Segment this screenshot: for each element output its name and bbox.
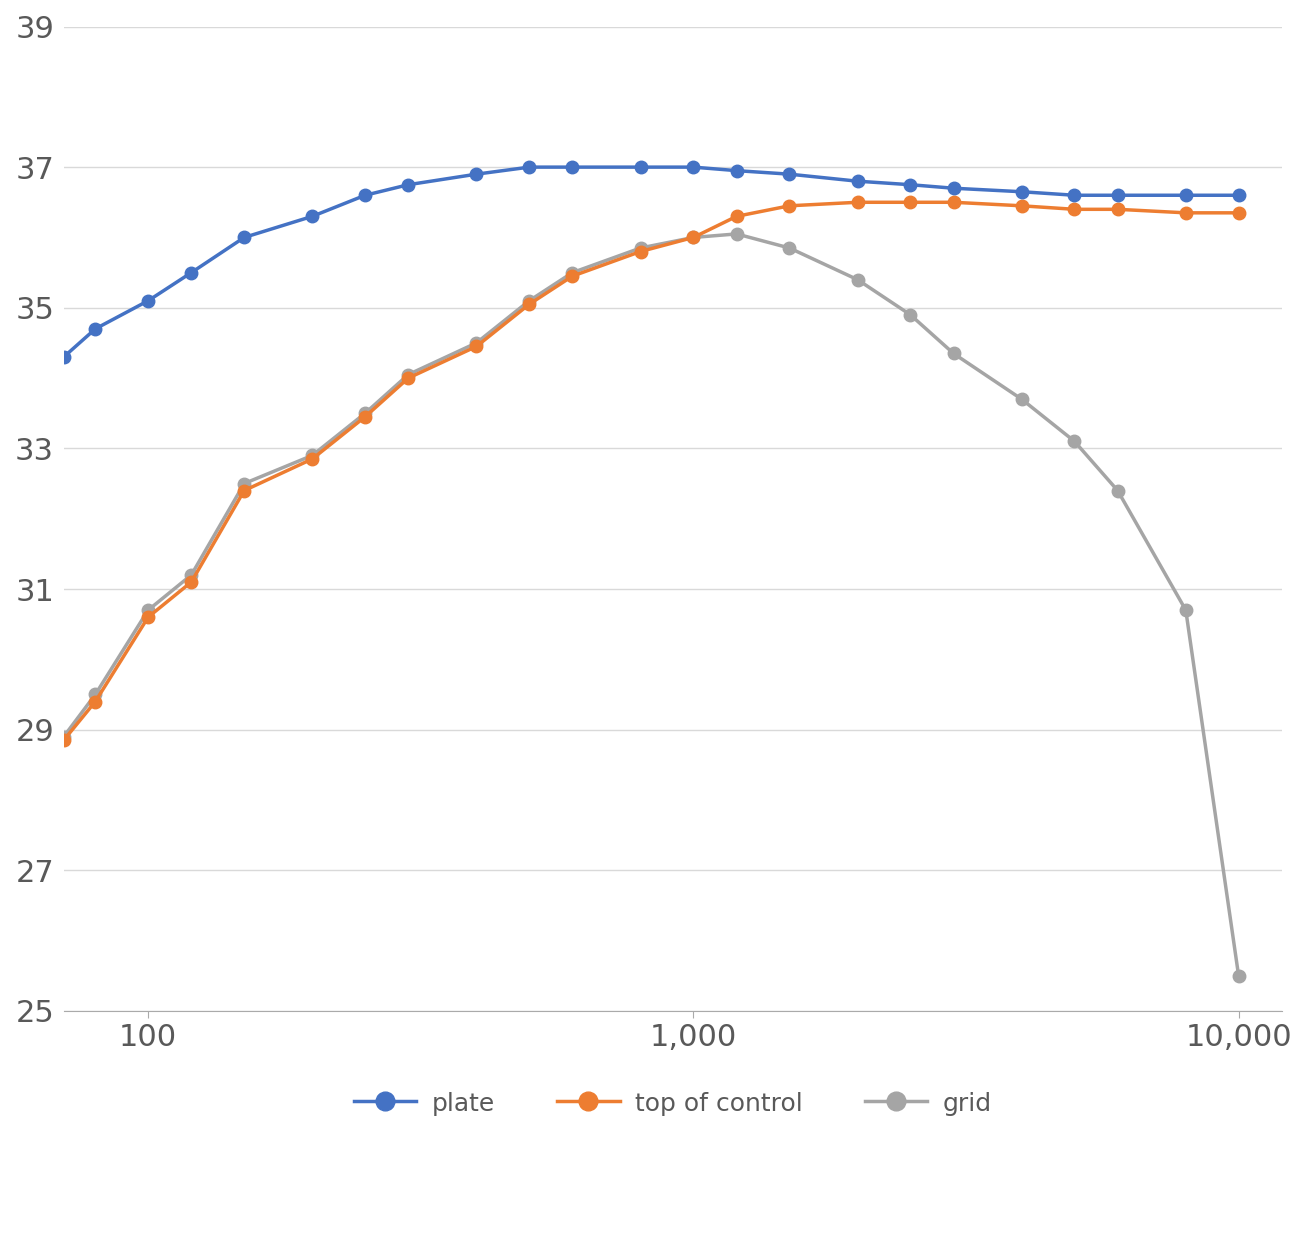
plate	[565, 159, 581, 174]
top of control	[1177, 205, 1193, 220]
grid	[522, 293, 537, 308]
plate	[55, 350, 71, 365]
Line: top of control: top of control	[58, 197, 1244, 747]
plate	[401, 177, 417, 192]
plate	[782, 167, 798, 182]
plate	[1177, 188, 1193, 203]
top of control	[88, 695, 104, 709]
plate	[469, 167, 485, 182]
Line: grid: grid	[58, 227, 1244, 981]
grid	[1231, 968, 1247, 983]
grid	[1110, 483, 1126, 498]
plate	[88, 321, 104, 336]
Line: plate: plate	[58, 161, 1244, 363]
grid	[903, 308, 918, 323]
grid	[469, 335, 485, 350]
grid	[237, 476, 252, 491]
top of control	[141, 609, 156, 624]
grid	[782, 241, 798, 256]
top of control	[632, 243, 648, 258]
plate	[1014, 184, 1030, 199]
plate	[237, 230, 252, 245]
grid	[1067, 434, 1083, 449]
grid	[357, 405, 373, 420]
grid	[850, 272, 866, 287]
top of control	[850, 195, 866, 210]
top of control	[1067, 201, 1083, 216]
plate	[305, 209, 321, 224]
grid	[55, 729, 71, 744]
top of control	[686, 230, 702, 245]
grid	[88, 687, 104, 702]
plate	[1067, 188, 1083, 203]
grid	[946, 346, 962, 361]
grid	[686, 230, 702, 245]
plate	[357, 188, 373, 203]
plate	[184, 266, 200, 281]
top of control	[184, 575, 200, 590]
plate	[946, 180, 962, 195]
plate	[141, 293, 156, 308]
grid	[1014, 392, 1030, 407]
grid	[632, 241, 648, 256]
plate	[522, 159, 537, 174]
plate	[686, 159, 702, 174]
grid	[184, 567, 200, 582]
plate	[729, 163, 745, 178]
grid	[729, 226, 745, 241]
top of control	[1231, 205, 1247, 220]
grid	[401, 367, 417, 382]
top of control	[1014, 199, 1030, 214]
plate	[850, 174, 866, 189]
top of control	[469, 339, 485, 353]
top of control	[946, 195, 962, 210]
top of control	[903, 195, 918, 210]
plate	[903, 177, 918, 192]
top of control	[729, 209, 745, 224]
plate	[1110, 188, 1126, 203]
grid	[305, 447, 321, 462]
top of control	[782, 199, 798, 214]
top of control	[401, 371, 417, 386]
Legend: plate, top of control, grid: plate, top of control, grid	[344, 1082, 1001, 1126]
top of control	[305, 451, 321, 466]
top of control	[237, 483, 252, 498]
plate	[1231, 188, 1247, 203]
plate	[632, 159, 648, 174]
top of control	[55, 733, 71, 748]
top of control	[357, 409, 373, 424]
grid	[565, 266, 581, 281]
grid	[141, 603, 156, 618]
grid	[1177, 603, 1193, 618]
top of control	[522, 297, 537, 311]
top of control	[1110, 201, 1126, 216]
top of control	[565, 268, 581, 283]
